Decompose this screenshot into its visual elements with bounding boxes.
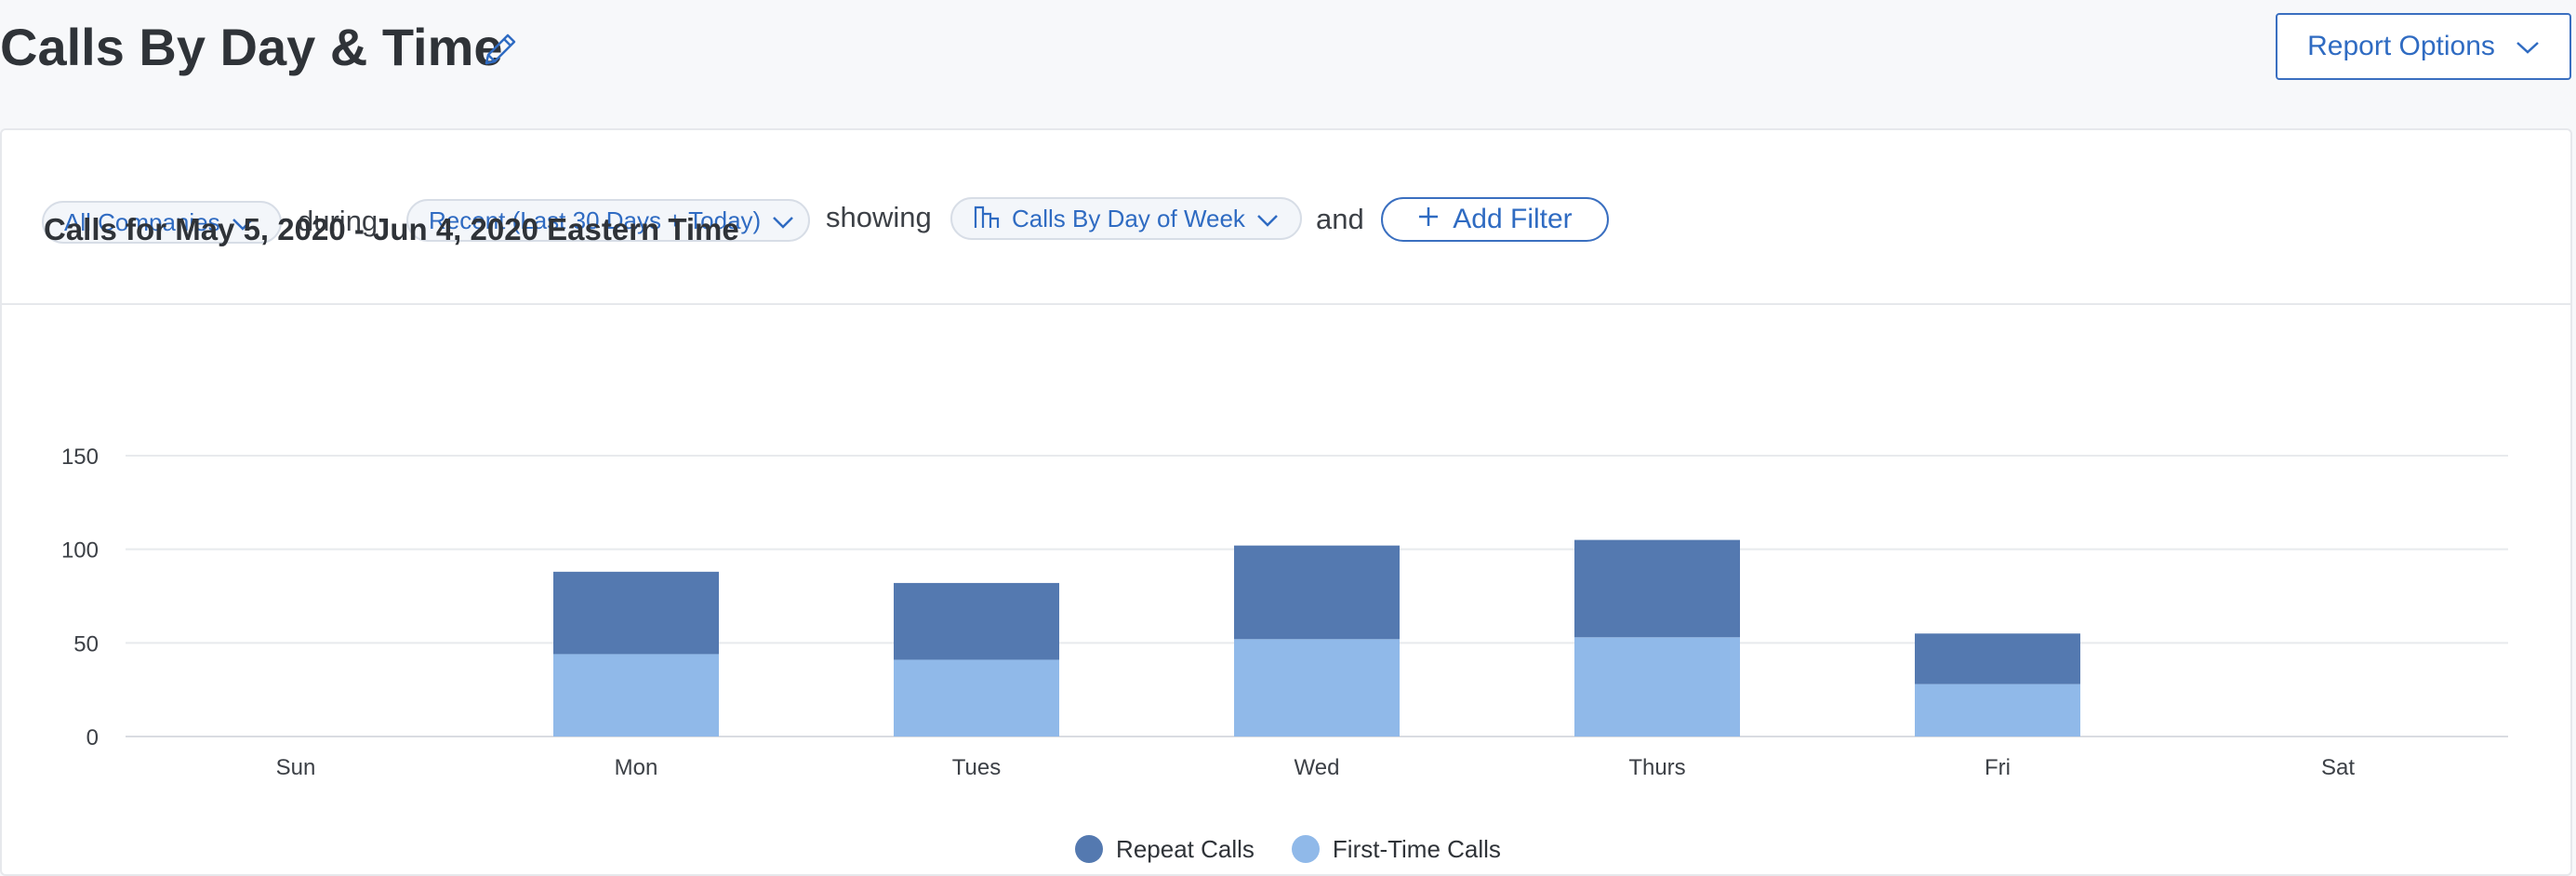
bar-segment [1915,684,2080,737]
bar-segment [553,654,719,737]
connector-during: during [298,205,378,237]
legend-label-repeat: Repeat Calls [1116,834,1255,863]
filter-bar: All Companies during Recent (Last 30 Day… [2,130,2570,305]
bar-segment [1574,637,1740,737]
first-time-calls-swatch [1291,835,1320,863]
view-type-label: Calls By Day of Week [1012,204,1245,232]
legend-item-repeat[interactable]: Repeat Calls [1075,830,1255,868]
date-range-dropdown[interactable]: Recent (Last 30 Days + Today) [406,199,810,242]
bar-segment [1915,633,2080,684]
bar-segment [1574,539,1740,638]
pencil-edit-icon[interactable] [479,28,522,71]
y-tick-label: 0 [86,725,99,750]
report-options-label: Report Options [2307,31,2495,61]
bar-segment [894,582,1059,660]
bar-segment [553,571,719,655]
bar-segment [1234,545,1400,640]
calls-bar-chart: 0 50 100 150 Sun Mon Tues Wed Thurs Fri Sat [61,445,2508,780]
chart-title: Calls for May 5, 2020 - Jun 4, 2020 East… [44,212,739,246]
x-tick-label: Wed [1295,755,1340,780]
company-filter-label: All Companies [64,207,220,236]
report-options-button[interactable]: Report Options [2276,13,2571,80]
chevron-down-icon [232,208,254,237]
bar-segment [1234,639,1400,737]
x-tick-label: Thurs [1628,755,1685,780]
chevron-down-icon [1256,205,1279,233]
legend-label-first-time: First-Time Calls [1332,834,1501,863]
x-tick-label: Sun [276,755,316,780]
chart-legend: Repeat Calls First-Time Calls [0,830,2576,868]
x-tick-label: Mon [615,755,658,780]
view-type-dropdown[interactable]: Calls By Day of Week [950,197,1302,240]
y-tick-label: 50 [73,631,99,657]
y-tick-label: 150 [61,445,99,470]
connector-showing: showing [826,201,932,233]
connector-and: and [1316,203,1364,235]
page-title: Calls By Day & Time [0,18,503,76]
repeat-calls-swatch [1075,835,1104,863]
chevron-down-icon [2516,31,2540,62]
chevron-down-icon [772,206,794,235]
report-card: All Companies during Recent (Last 30 Day… [0,128,2572,876]
bar-chart-icon [973,202,1001,236]
bar-segment [894,659,1059,737]
add-filter-label: Add Filter [1453,204,1573,234]
legend-item-first-time[interactable]: First-Time Calls [1291,830,1501,868]
x-tick-label: Fri [1985,755,2011,780]
y-tick-label: 100 [61,538,99,564]
plus-icon [1417,204,1440,235]
company-filter-dropdown[interactable]: All Companies [42,201,282,244]
add-filter-button[interactable]: Add Filter [1381,197,1609,242]
x-tick-label: Sat [2321,755,2355,780]
date-range-label: Recent (Last 30 Days + Today) [429,206,762,234]
page-header: Calls By Day & Time Report Options [0,0,2576,128]
x-tick-label: Tues [952,755,1001,780]
